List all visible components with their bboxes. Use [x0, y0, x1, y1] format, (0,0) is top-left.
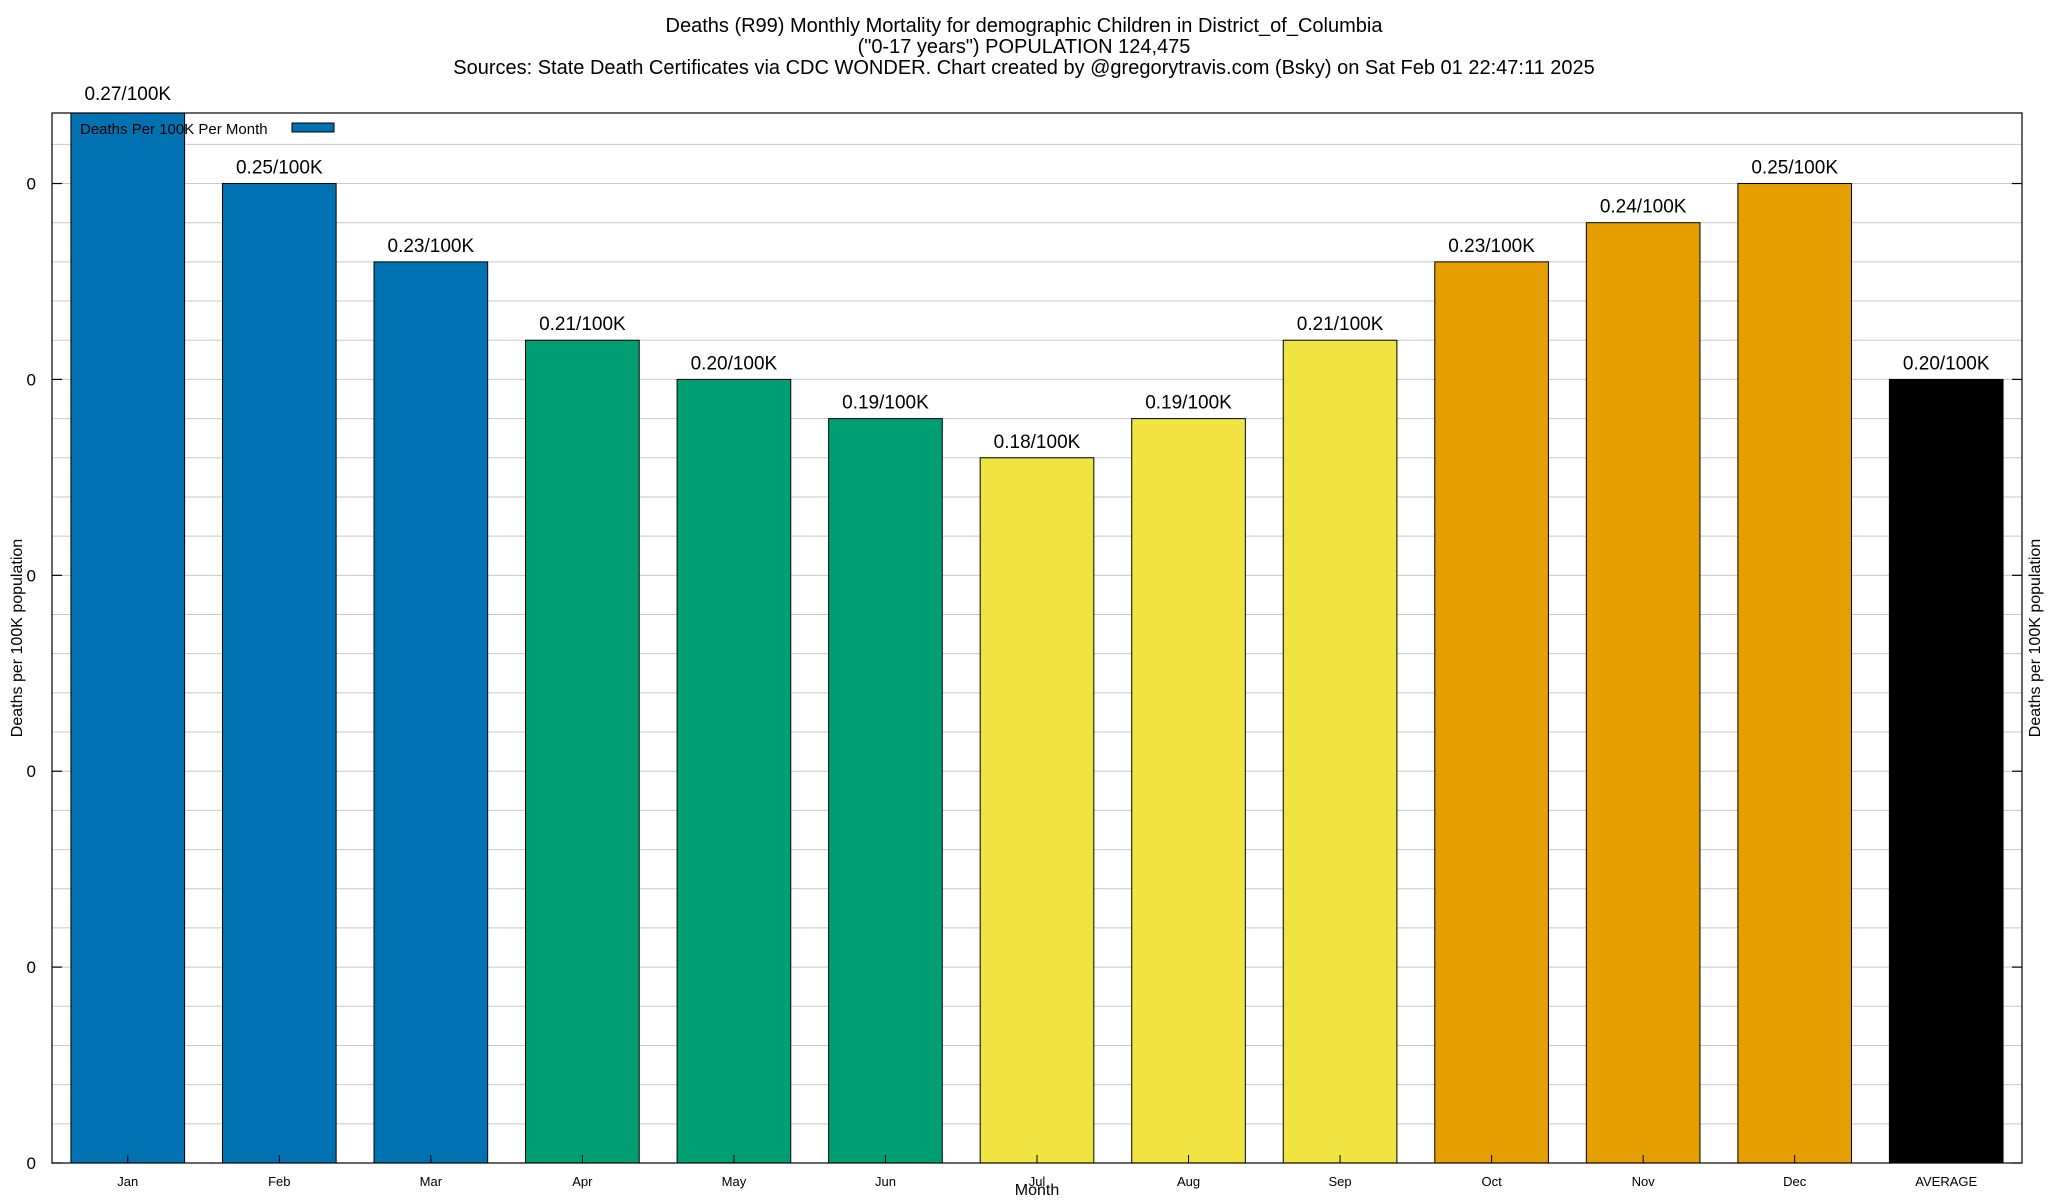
x-tick-label-sep: Sep — [1329, 1174, 1352, 1189]
x-tick-label-may: May — [722, 1174, 747, 1189]
x-axis: Jan Feb Mar Apr May Jun Jul Aug Sep Oct Nov Dec AVER… — [117, 1155, 1978, 1189]
value-labels: 0.27/100K 0.25/100K 0.23/100K 0.21/100K 0.20… — [84, 84, 1989, 453]
value-label-apr: 0.21/100K — [539, 314, 626, 335]
value-label-average: 0.20/100K — [1903, 353, 1990, 374]
bar-may — [676, 378, 792, 1164]
title-line-1: Deaths (R99) Monthly Mortality for demog… — [666, 15, 1384, 37]
value-label-mar: 0.23/100K — [388, 236, 475, 257]
x-tick-label-average: AVERAGE — [1915, 1174, 1977, 1189]
bar-jul — [979, 457, 1095, 1164]
value-label-may: 0.20/100K — [691, 353, 778, 374]
bar-jan — [70, 112, 186, 1164]
x-tick-label-jun: Jun — [875, 1174, 896, 1189]
y-tick-label: 0 — [27, 370, 36, 389]
x-tick-label-jul: Jul — [1029, 1174, 1046, 1189]
y-tick-label: 0 — [27, 566, 36, 585]
value-label-jul: 0.18/100K — [994, 432, 1081, 453]
title-line-3: Sources: State Death Certificates via CD… — [453, 57, 1595, 79]
bar-mar — [373, 261, 489, 1164]
legend-label: Deaths Per 100K Per Month — [80, 121, 268, 138]
x-tick-label-apr: Apr — [572, 1174, 593, 1189]
y-tick-label: 0 — [27, 1154, 36, 1173]
value-label-nov: 0.24/100K — [1600, 197, 1687, 218]
value-label-dec: 0.25/100K — [1751, 158, 1838, 179]
x-tick-label-jan: Jan — [117, 1174, 138, 1189]
legend-swatch — [291, 122, 335, 133]
bar-jun — [828, 418, 943, 1164]
value-label-feb: 0.25/100K — [236, 158, 323, 179]
x-tick-label-mar: Mar — [420, 1174, 443, 1189]
value-label-oct: 0.23/100K — [1448, 236, 1535, 257]
y-tick-label: 0 — [27, 175, 36, 194]
x-tick-label-nov: Nov — [1632, 1174, 1656, 1189]
bar-nov — [1585, 222, 1701, 1164]
title-line-2: ("0-17 years") POPULATION 124,475 — [858, 36, 1191, 58]
bar-apr — [525, 339, 640, 1164]
bar-aug — [1131, 418, 1246, 1164]
bar-average — [1888, 378, 2004, 1164]
bars — [70, 112, 2004, 1164]
value-label-jun: 0.19/100K — [842, 393, 929, 414]
bar-feb — [221, 183, 337, 1164]
y-axis-label-right: Deaths per 100K population — [2027, 539, 2044, 737]
x-tick-label-feb: Feb — [268, 1174, 290, 1189]
x-axis-label: Month — [1015, 1182, 1059, 1199]
x-tick-label-aug: Aug — [1177, 1174, 1200, 1189]
y-tick-label: 0 — [27, 762, 36, 781]
y-tick-label: 0 — [27, 958, 36, 977]
value-label-jan: 0.27/100K — [84, 84, 171, 105]
chart-title: Deaths (R99) Monthly Mortality for demog… — [453, 15, 1595, 79]
bar-sep — [1282, 339, 1398, 1164]
x-tick-label-dec: Dec — [1783, 1174, 1807, 1189]
y-axis: 0 0 0 0 0 0 — [27, 175, 2022, 1173]
value-label-sep: 0.21/100K — [1297, 314, 1384, 335]
value-label-aug: 0.19/100K — [1145, 393, 1232, 414]
y-axis-label: Deaths per 100K population — [9, 539, 26, 737]
legend: Deaths Per 100K Per Month — [80, 121, 335, 138]
x-tick-label-oct: Oct — [1481, 1174, 1502, 1189]
bar-oct — [1434, 261, 1549, 1164]
bar-dec — [1737, 183, 1853, 1164]
